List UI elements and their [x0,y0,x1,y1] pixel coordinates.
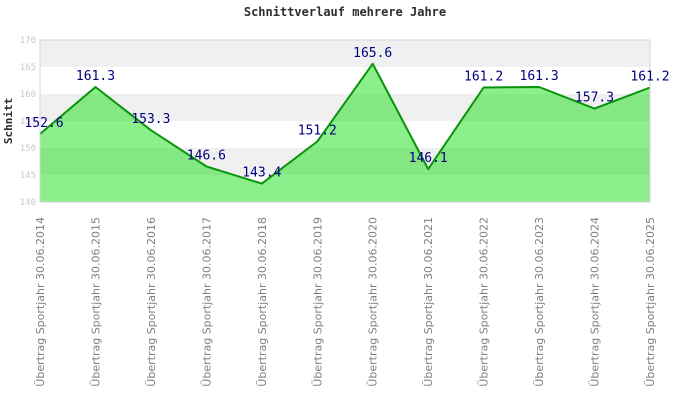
x-axis-label: Übertrag Sportjahr 30.06.2015 [90,217,103,387]
data-label: 161.3 [76,69,115,84]
plot-band [40,175,650,202]
y-axis-tick-label: 155 [20,117,36,127]
data-label: 153.3 [131,112,170,127]
plot-band [40,121,650,148]
plot-band [40,94,650,121]
x-axis-label: Übertrag Sportjahr 30.06.2023 [533,217,546,387]
y-axis-tick-label: 165 [20,63,36,73]
chart-title: Schnittverlauf mehrere Jahre [244,5,446,19]
data-label: 161.3 [520,69,559,84]
data-label: 152.6 [24,116,63,131]
x-axis-label: Übertrag Sportjahr 30.06.2018 [256,217,269,387]
area-fill [40,63,650,202]
data-label: 165.6 [353,46,392,61]
x-axis-label: Übertrag Sportjahr 30.06.2019 [311,217,324,387]
data-label: 143.4 [242,166,281,181]
x-axis-label: Übertrag Sportjahr 30.06.2022 [478,217,491,387]
x-axis-label: Übertrag Sportjahr 30.06.2014 [34,217,47,387]
y-axis-tick-label: 145 [20,171,36,181]
x-axis-label: Übertrag Sportjahr 30.06.2024 [589,217,602,387]
data-label: 151.2 [298,124,337,139]
x-axis-label: Übertrag Sportjahr 30.06.2016 [145,217,158,387]
data-label: 161.2 [630,70,669,85]
data-label: 146.6 [187,148,226,163]
y-axis-tick-label: 170 [20,36,36,46]
x-axis-label: Übertrag Sportjahr 30.06.2021 [422,217,435,387]
y-axis-tick-label: 140 [20,198,36,208]
x-axis-label: Übertrag Sportjahr 30.06.2020 [367,217,380,387]
data-label: 146.1 [409,151,448,166]
y-axis-title: Schnitt [2,98,15,144]
plot-border [39,39,651,203]
plot-band [40,67,650,94]
plot-band [40,40,650,67]
trend-line [39,62,651,185]
plot-band [40,148,650,175]
data-label: 161.2 [464,70,503,85]
y-axis-tick-label: 150 [20,144,36,154]
data-label: 157.3 [575,91,614,106]
x-axis-label: Übertrag Sportjahr 30.06.2025 [644,217,657,387]
x-axis-label: Übertrag Sportjahr 30.06.2017 [200,217,213,387]
y-axis-tick-label: 160 [20,90,36,100]
